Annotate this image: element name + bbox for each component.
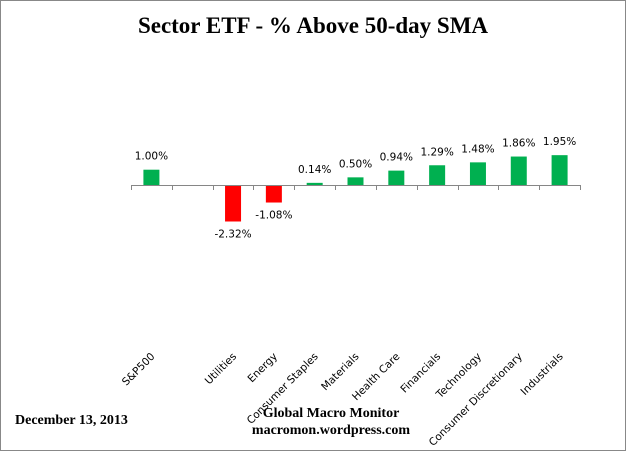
data-label: 1.95% [543, 136, 576, 148]
data-label: 0.14% [298, 164, 331, 176]
bar [551, 155, 568, 185]
category-label: Utilities [203, 351, 239, 387]
data-label: 1.29% [420, 146, 453, 158]
category-label: S&P500 [120, 351, 158, 389]
category-label: Industrials [519, 351, 566, 398]
data-label: -1.08% [255, 210, 292, 222]
bar [469, 162, 486, 185]
bar [143, 169, 160, 185]
bar [388, 170, 405, 185]
source-name: Global Macro Monitor [263, 406, 400, 421]
category-label: Materials [319, 351, 362, 394]
bar [225, 186, 242, 222]
bar [347, 177, 364, 185]
bar [306, 182, 323, 185]
data-label: 1.86% [502, 138, 535, 150]
data-label: 0.94% [380, 152, 413, 164]
category-label: Energy [246, 351, 280, 385]
data-label: 1.00% [135, 151, 168, 163]
data-label: 0.50% [339, 158, 372, 170]
chart-title: Sector ETF - % Above 50-day SMA [138, 13, 488, 38]
bar [429, 165, 446, 185]
bar [510, 156, 527, 185]
source-url: macromon.wordpress.com [252, 423, 410, 438]
date-label: December 13, 2013 [15, 413, 128, 428]
bar [265, 186, 282, 203]
data-label: 1.48% [461, 143, 494, 155]
data-label: -2.32% [214, 228, 251, 240]
